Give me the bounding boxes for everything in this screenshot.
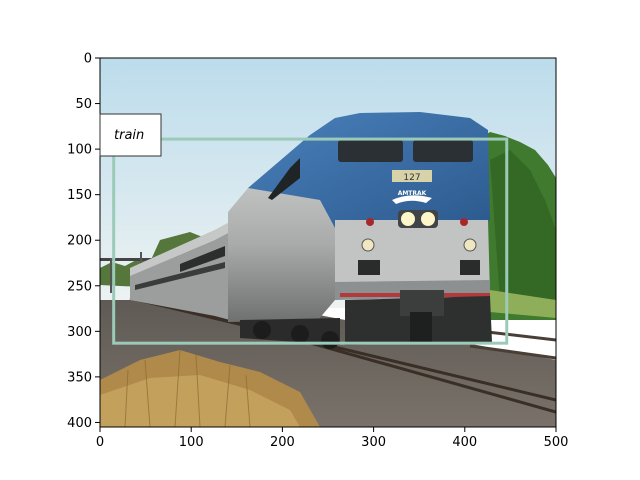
y-tick-label: 300	[67, 325, 92, 340]
amtrak-logo-text: AMTRAK	[398, 190, 427, 197]
detections: train	[99, 113, 509, 345]
y-tick-label: 50	[75, 97, 92, 112]
y-tick-label: 100	[67, 143, 92, 158]
passenger-cars	[130, 222, 230, 320]
amtrak-logo-icon	[392, 195, 432, 204]
headlight-right	[421, 212, 435, 226]
x-tick-label: 400	[452, 435, 477, 450]
number-plate-text: 127	[403, 173, 420, 183]
y-axis-ticks: 0 50 100 150 200 250 300 350 400	[67, 52, 100, 431]
x-tick-label: 200	[270, 435, 295, 450]
y-tick-label: 200	[67, 234, 92, 249]
photo: 127 AMTRAK	[100, 58, 556, 427]
y-tick-label: 250	[67, 279, 92, 294]
number-plate	[392, 170, 432, 182]
x-axis-ticks: 0 100 200 300 400 500	[96, 427, 569, 450]
y-tick-label: 400	[67, 416, 92, 431]
headlight-left	[401, 212, 415, 226]
locomotive-front	[335, 220, 490, 300]
detection-label-text: train	[114, 128, 144, 143]
windshield-right	[413, 140, 473, 162]
x-tick-label: 0	[96, 435, 104, 450]
signal-gantry	[100, 258, 160, 261]
ditch-light-right	[463, 238, 477, 252]
detection-box-train	[112, 137, 509, 345]
detection-label-box	[99, 113, 162, 157]
y-tick-label: 350	[67, 370, 92, 385]
x-tick-label: 100	[179, 435, 204, 450]
y-tick-label: 150	[67, 188, 92, 203]
axes-frame	[99, 57, 557, 428]
x-tick-label: 500	[544, 435, 569, 450]
rails	[129, 296, 556, 414]
windshield-left	[338, 140, 403, 162]
x-tick-label: 300	[361, 435, 386, 450]
y-tick-label: 0	[84, 52, 92, 67]
ditch-light-left	[361, 238, 375, 252]
